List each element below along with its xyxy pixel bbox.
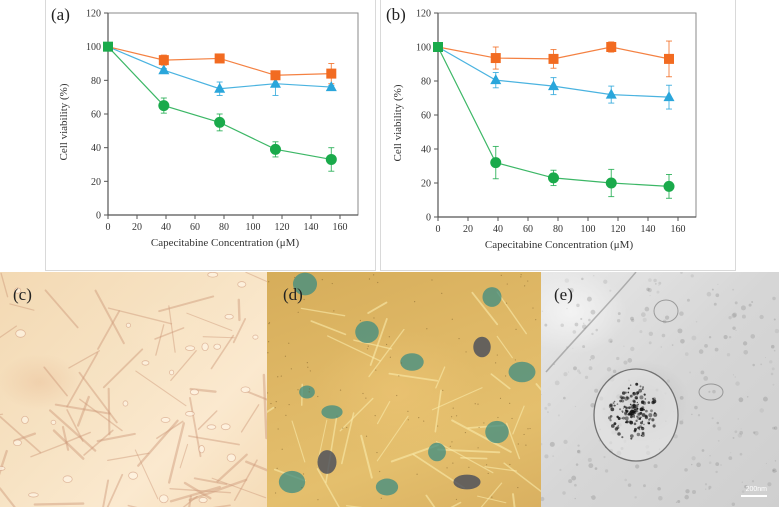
vesicle xyxy=(593,368,679,462)
data-point-blue-triangle xyxy=(325,81,337,92)
x-axis-title: Capecitabine Concentration (μM) xyxy=(485,239,634,251)
panel-label: (a) xyxy=(51,5,70,24)
data-point-orange-square xyxy=(326,68,337,79)
data-point-green-circle xyxy=(605,177,617,189)
y-tick-label: 100 xyxy=(86,42,101,53)
x-tick-label: 0 xyxy=(436,224,441,235)
data-point-blue-triangle xyxy=(548,80,559,91)
y-tick-label: 20 xyxy=(91,177,101,188)
data-point-blue-triangle xyxy=(158,64,170,75)
chart-panel-b: (b) 0 20 40 60 80 100 120 0 20 40 60 80 100 120 140 160 C… xyxy=(380,0,736,271)
tem-micrograph-e: (e) 200nm xyxy=(541,272,779,507)
data-point-blue-triangle xyxy=(490,74,502,85)
data-point-orange-square xyxy=(664,53,674,64)
data-point-green-circle xyxy=(490,157,502,169)
y-tick-label: 120 xyxy=(416,9,431,20)
x-tick-label: 80 xyxy=(553,224,563,235)
y-tick-label: 100 xyxy=(416,43,431,54)
x-axis-title: Capecitabine Concentration (μM) xyxy=(151,237,300,249)
y-tick-label: 20 xyxy=(421,179,431,190)
data-point-orange-square xyxy=(270,70,281,81)
data-point-blue-triangle xyxy=(605,88,617,99)
data-point-green-circle xyxy=(269,143,281,155)
y-tick-label: 40 xyxy=(91,143,101,154)
data-point-green-circle xyxy=(158,100,170,112)
series-line-green-circle xyxy=(107,46,332,161)
y-tick-label: 120 xyxy=(86,9,101,20)
x-tick-label: 80 xyxy=(219,222,229,233)
micrograph-c: (c) xyxy=(0,272,267,507)
y-tick-label: 60 xyxy=(421,111,431,122)
panel-label: (b) xyxy=(386,5,406,24)
data-point-orange-square xyxy=(606,42,617,52)
x-tick-label: 140 xyxy=(641,224,656,235)
data-point-blue-triangle xyxy=(663,91,675,102)
x-tick-label: 60 xyxy=(190,222,200,233)
y-tick-label: 60 xyxy=(91,110,101,121)
data-point-blue-triangle xyxy=(214,82,226,93)
y-tick-label: 80 xyxy=(91,76,101,87)
x-tick-label: 60 xyxy=(523,224,533,235)
panel-label-d: (d) xyxy=(283,285,303,304)
cell-culture-texture xyxy=(0,272,267,507)
data-point-orange-square xyxy=(490,53,501,64)
data-point-orange-square xyxy=(158,55,169,66)
x-tick-label: 40 xyxy=(161,222,171,233)
y-tick-label: 0 xyxy=(96,211,101,222)
data-point-orange-square xyxy=(214,53,225,64)
x-tick-label: 160 xyxy=(671,224,686,235)
tem-texture xyxy=(541,272,779,506)
data-point-green-circle xyxy=(325,153,337,165)
plot-frame xyxy=(437,12,697,218)
stained-cell-texture xyxy=(267,272,541,507)
x-tick-label: 0 xyxy=(106,222,111,233)
scale-bar-label: 200nm xyxy=(745,486,767,493)
x-tick-label: 120 xyxy=(275,222,290,233)
x-tick-label: 160 xyxy=(333,222,348,233)
micrograph-d: (d) xyxy=(267,272,541,507)
y-tick-label: 0 xyxy=(426,213,431,224)
y-tick-label: 40 xyxy=(421,145,431,156)
x-tick-label: 120 xyxy=(611,224,626,235)
data-point-orange-square xyxy=(548,53,559,64)
y-axis-title: Cell viability (%) xyxy=(392,84,404,161)
data-point-origin xyxy=(103,41,113,52)
x-tick-label: 20 xyxy=(132,222,142,233)
y-axis-title: Cell viability (%) xyxy=(58,83,70,160)
plot-frame xyxy=(107,12,359,216)
line-chart-a: (a) 0 20 40 60 80 100 120 0 20 40 60 80 100 120 140 160 C… xyxy=(51,5,359,249)
data-point-origin xyxy=(433,42,443,52)
x-tick-label: 100 xyxy=(246,222,261,233)
chart-panel-a: (a) 0 20 40 60 80 100 120 0 20 40 60 80 100 120 140 160 C… xyxy=(45,0,376,271)
data-point-green-circle xyxy=(214,116,226,128)
y-tick-label: 80 xyxy=(421,77,431,88)
x-tick-label: 100 xyxy=(581,224,596,235)
data-point-green-circle xyxy=(548,172,559,184)
scale-bar xyxy=(741,495,767,497)
x-tick-label: 140 xyxy=(304,222,319,233)
data-point-blue-triangle xyxy=(269,77,281,88)
line-chart-b: (b) 0 20 40 60 80 100 120 0 20 40 60 80 100 120 140 160 C… xyxy=(386,5,697,251)
panel-label-c: (c) xyxy=(13,285,32,304)
x-tick-label: 20 xyxy=(463,224,473,235)
data-point-green-circle xyxy=(663,180,675,192)
x-tick-label: 40 xyxy=(493,224,503,235)
panel-label-e: (e) xyxy=(554,285,573,304)
